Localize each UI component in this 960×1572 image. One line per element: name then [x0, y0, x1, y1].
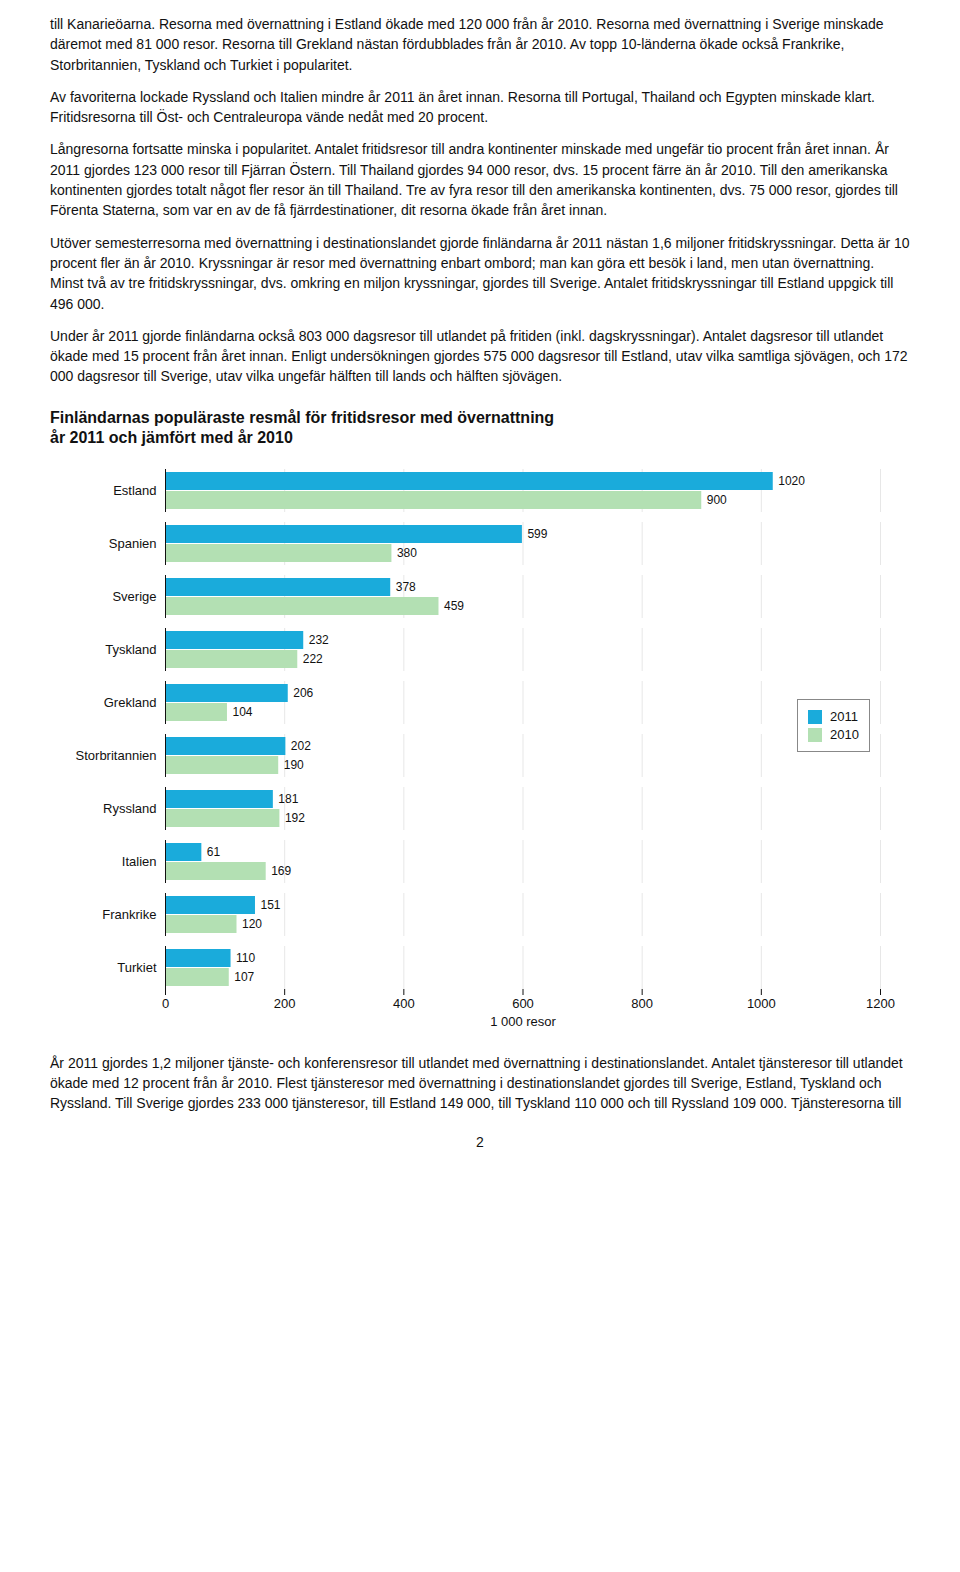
- svg-text:459: 459: [444, 599, 464, 613]
- html-text:Långresorna fortsatte minska i: Långresorna fortsatte minska i popularit…: [50, 141, 898, 219]
- svg-text:Turkiet: Turkiet: [117, 960, 157, 975]
- html-text:Finländarnas populäraste resmå: Finländarnas populäraste resmål för frit…: [50, 408, 555, 426]
- svg-text:800: 800: [631, 995, 653, 1010]
- svg-text:0: 0: [162, 995, 169, 1010]
- svg-text:202: 202: [291, 739, 311, 753]
- svg-text:600: 600: [512, 995, 534, 1010]
- svg-text:151: 151: [260, 898, 280, 912]
- svg-text:Ryssland: Ryssland: [103, 801, 156, 816]
- svg-text:Sverige: Sverige: [112, 589, 156, 604]
- svg-text:380: 380: [397, 546, 417, 560]
- svg-text:Estland: Estland: [113, 483, 156, 498]
- svg-text:206: 206: [293, 686, 313, 700]
- svg-text:107: 107: [234, 970, 254, 984]
- svg-text:200: 200: [274, 995, 296, 1010]
- svg-text:110: 110: [236, 951, 255, 965]
- svg-text:104: 104: [232, 705, 252, 719]
- html-text:Under år 2011 gjorde finländar: Under år 2011 gjorde finländarna också 8…: [50, 327, 908, 385]
- svg-text:Frankrike: Frankrike: [102, 907, 156, 922]
- svg-text:Grekland: Grekland: [104, 695, 157, 710]
- svg-text:61: 61: [207, 845, 221, 859]
- svg-text:Tyskland: Tyskland: [105, 642, 156, 657]
- svg-text:900: 900: [707, 493, 727, 507]
- svg-text:1000: 1000: [747, 995, 776, 1010]
- svg-text:1200: 1200: [866, 995, 895, 1010]
- svg-text:232: 232: [309, 633, 329, 647]
- svg-text:400: 400: [393, 995, 415, 1010]
- svg-text:190: 190: [284, 758, 304, 772]
- svg-text:192: 192: [285, 811, 305, 825]
- svg-text:599: 599: [527, 527, 547, 541]
- svg-text:Storbritannien: Storbritannien: [76, 748, 157, 763]
- html-text:Utöver semesterresorna med öve: Utöver semesterresorna med övernattning …: [50, 234, 910, 312]
- html-text:2011: 2011: [830, 709, 858, 725]
- html-text:2010: 2010: [830, 727, 859, 743]
- html-text:år 2011 och jämfört med år 201: år 2011 och jämfört med år 2010: [50, 428, 293, 446]
- html-text:till Kanarieöarna. Resorna med: till Kanarieöarna. Resorna med övernattn…: [50, 16, 884, 73]
- svg-text:169: 169: [271, 864, 291, 878]
- svg-text:120: 120: [242, 917, 262, 931]
- svg-text:1020: 1020: [778, 474, 805, 488]
- html-text:År 2011 gjordes 1,2 miljoner t: År 2011 gjordes 1,2 miljoner tjänste- oc…: [50, 1054, 903, 1112]
- html-text:2: 2: [476, 1133, 484, 1150]
- svg-text:181: 181: [278, 792, 298, 806]
- svg-text:222: 222: [303, 652, 323, 666]
- svg-text:378: 378: [396, 580, 416, 594]
- html-text:Av favoriterna lockade Rysslan: Av favoriterna lockade Ryssland och Ital…: [50, 88, 875, 126]
- svg-text:Italien: Italien: [122, 854, 157, 869]
- svg-text:1 000 resor: 1 000 resor: [490, 1013, 556, 1028]
- svg-text:Spanien: Spanien: [109, 536, 157, 551]
